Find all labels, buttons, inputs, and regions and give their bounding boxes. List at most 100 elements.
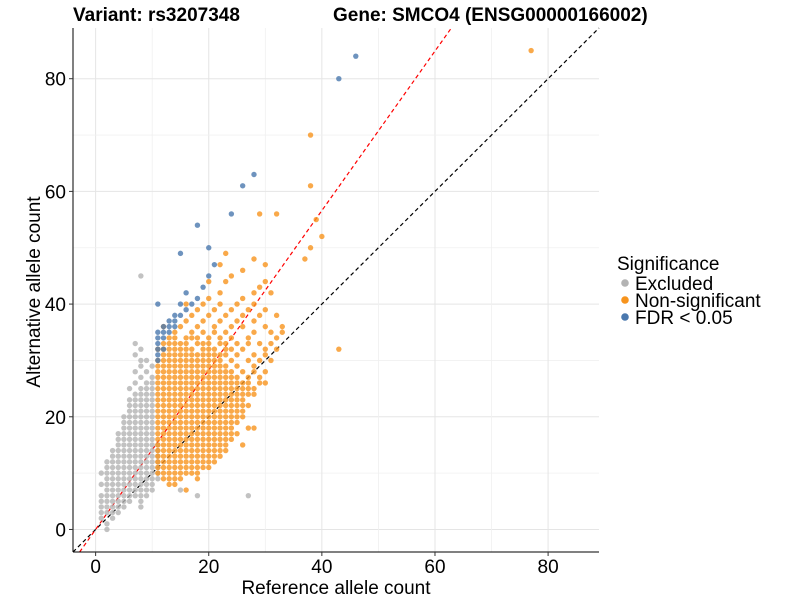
data-point xyxy=(177,430,184,437)
data-point xyxy=(194,391,201,397)
data-point xyxy=(223,250,229,257)
data-point xyxy=(115,481,121,488)
data-point xyxy=(98,509,104,516)
data-point xyxy=(183,419,189,426)
data-point xyxy=(166,425,172,431)
data-point xyxy=(166,318,172,324)
data-point xyxy=(206,346,212,352)
x-tick-label: 80 xyxy=(538,557,559,578)
y-tick-label: 0 xyxy=(55,520,66,541)
data-point xyxy=(217,430,223,437)
data-point xyxy=(143,414,150,420)
data-point xyxy=(223,329,229,335)
data-point xyxy=(149,425,155,431)
data-point xyxy=(194,464,201,471)
data-point xyxy=(155,301,161,307)
data-point xyxy=(172,312,178,319)
data-point xyxy=(245,357,252,364)
data-point xyxy=(194,408,201,414)
data-point xyxy=(217,363,223,369)
data-point xyxy=(160,430,167,437)
data-point xyxy=(183,397,189,403)
data-point xyxy=(206,397,212,403)
data-point xyxy=(166,368,172,375)
data-point xyxy=(217,368,223,375)
legend-swatch-excluded xyxy=(621,279,629,287)
data-point xyxy=(155,374,161,381)
data-point xyxy=(160,419,167,426)
data-point xyxy=(200,442,206,448)
data-point xyxy=(160,408,167,414)
data-point xyxy=(183,447,189,454)
data-point xyxy=(160,323,167,330)
data-point xyxy=(109,464,116,471)
data-point xyxy=(177,301,184,307)
data-point xyxy=(155,453,161,459)
data-point xyxy=(183,487,189,493)
data-point xyxy=(189,385,195,392)
data-point xyxy=(206,357,212,364)
data-point xyxy=(138,273,144,279)
data-point xyxy=(194,340,201,347)
data-point xyxy=(183,464,189,471)
data-point xyxy=(143,380,150,386)
legend-item-fdr: FDR < 0.05 xyxy=(621,308,733,329)
data-point xyxy=(239,368,246,375)
data-point xyxy=(194,402,201,409)
data-point xyxy=(183,414,189,420)
data-point xyxy=(256,380,263,386)
data-point xyxy=(132,340,138,347)
data-point xyxy=(138,374,144,381)
reference-line-identity xyxy=(72,27,600,553)
data-point xyxy=(200,352,206,358)
data-point xyxy=(228,374,235,381)
data-point xyxy=(155,352,161,358)
data-point xyxy=(155,402,161,409)
data-point xyxy=(223,402,229,409)
data-point xyxy=(200,301,206,307)
data-point xyxy=(138,476,144,482)
data-point xyxy=(262,278,269,285)
data-point xyxy=(109,504,116,510)
data-point xyxy=(262,307,269,313)
data-point xyxy=(138,414,144,420)
data-point xyxy=(143,492,150,499)
data-point xyxy=(155,419,161,426)
data-point xyxy=(206,335,212,341)
data-point xyxy=(307,183,314,189)
data-point xyxy=(121,425,127,431)
data-point xyxy=(239,183,246,189)
data-point xyxy=(132,419,138,426)
data-point xyxy=(228,323,235,330)
data-point xyxy=(143,408,150,414)
data-point xyxy=(115,430,121,437)
data-point xyxy=(200,368,206,375)
data-point xyxy=(189,459,195,465)
data-point xyxy=(245,374,252,381)
data-point xyxy=(189,447,195,454)
data-point xyxy=(189,329,195,335)
data-point xyxy=(149,487,155,493)
data-point xyxy=(126,498,133,504)
data-point xyxy=(160,470,167,476)
data-point xyxy=(211,261,218,268)
data-point xyxy=(245,340,252,347)
data-point xyxy=(206,273,212,279)
data-point xyxy=(172,408,178,414)
data-point xyxy=(262,380,269,386)
data-point xyxy=(143,459,150,465)
data-point xyxy=(194,363,201,369)
data-point xyxy=(138,357,144,364)
x-tick-label: 60 xyxy=(424,557,445,578)
data-point xyxy=(132,391,138,397)
data-point xyxy=(206,245,212,251)
data-point xyxy=(160,346,167,352)
data-point xyxy=(206,430,212,437)
data-point xyxy=(217,290,223,296)
data-point xyxy=(234,402,240,409)
data-point xyxy=(223,414,229,420)
data-point xyxy=(149,397,155,403)
data-point xyxy=(177,380,184,386)
data-point xyxy=(166,397,172,403)
